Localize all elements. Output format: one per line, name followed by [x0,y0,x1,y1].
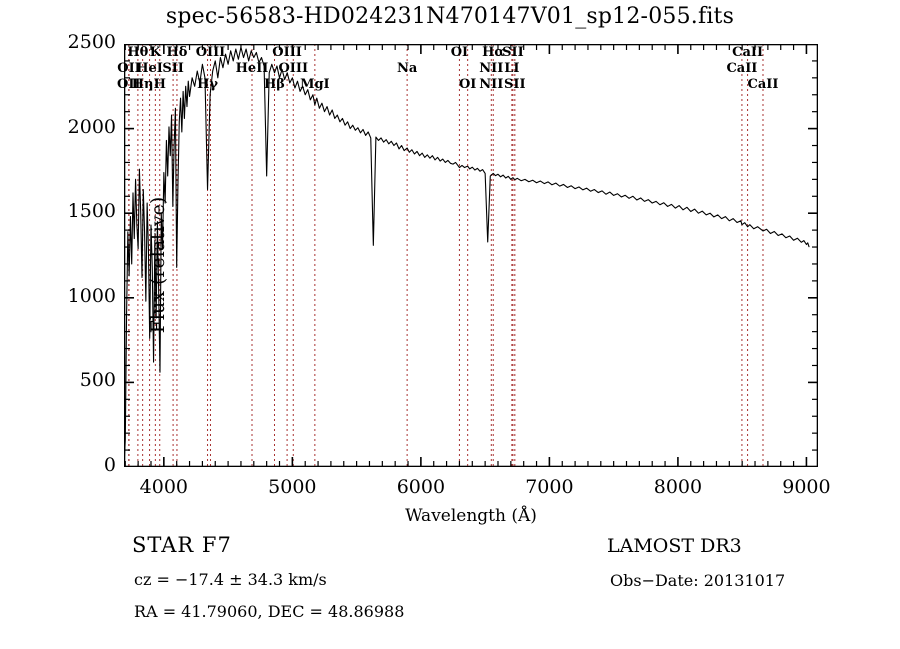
spectral-line-label: HeI [136,61,163,76]
y-axis-tick-0: 0 [103,454,116,476]
spectral-line-label: NII [479,61,504,76]
spectral-line-label: Hθ [127,45,149,60]
spectral-line-label: Na [396,61,418,76]
spectral-line-label: OIII [278,61,309,76]
page-title: spec-56583-HD024231N470147V01_sp12-055.f… [165,4,735,29]
spectral-line-label: OI [458,77,477,92]
spectral-line-label: SII [504,77,526,92]
spectral-line-label: CaII [726,61,758,76]
spectral-line-label: Hγ [197,77,218,92]
spectral-line-label: SII [502,45,524,60]
spectral-line-label: OIII [272,45,302,60]
observation-date: Obs−Date: 20131017 [610,571,786,590]
spectrum-trace [124,46,810,467]
x-axis-tick-9000: 9000 [782,476,831,498]
line-marker-group [128,44,764,467]
x-axis-tick-6000: 6000 [396,476,446,498]
spectral-line-label: CaII [732,45,764,60]
axes-frame [124,44,818,467]
spectral-line-label: Hα [482,45,505,60]
spectral-line-label: H [153,77,166,92]
y-axis-label: Flux (relative) [147,196,169,334]
coordinates: RA = 41.79060, DEC = 48.86988 [134,602,405,621]
y-axis-tick-500: 500 [79,369,116,392]
spectral-line-label: NII [479,77,504,92]
spectral-line-label: OIII [195,45,226,60]
x-axis-tick-7000: 7000 [525,476,574,498]
y-axis-tick-2000: 2000 [67,115,116,138]
spectral-line-label: LI [504,61,520,76]
y-axis-tick-1000: 1000 [67,284,116,307]
x-axis-tick-5000: 5000 [268,476,317,498]
spectral-line-label: CaII [747,77,779,92]
survey-name: LAMOST DR3 [607,535,742,557]
spectral-line-label: OI [450,45,469,60]
spectral-line-label: OII [117,61,141,76]
y-axis-tick-labels: 0 500 1000 1500 2000 2500 [20,0,116,649]
x-axis-label: Wavelength (Å) [405,506,537,526]
spectral-line-label: Hβ [264,77,285,92]
spectral-line-label: Hδ [166,45,188,60]
spectral-line-label: SII [162,61,184,76]
spectral-line-label: K [149,45,161,60]
plot-frame [124,44,818,467]
object-class: STAR F7 [132,533,232,557]
spectrum-canvas [124,44,818,467]
redshift-velocity: cz = −17.4 ± 34.3 km/s [134,570,327,589]
x-axis-tick-8000: 8000 [653,476,703,498]
y-axis-tick-1500: 1500 [67,200,116,223]
x-axis-tick-4000: 4000 [139,476,189,498]
spectral-line-label: OII [117,77,141,92]
spectral-line-label: Hη [131,77,154,92]
y-axis-tick-2500: 2500 [67,31,116,53]
plot-area: OII OII Hθ Hη HeI K H SII Hδ Hγ OIII HeII Hβ OIII OIII… [117,44,818,467]
spectral-line-label: MgI [300,77,330,92]
spectral-line-label: HeII [235,61,269,76]
